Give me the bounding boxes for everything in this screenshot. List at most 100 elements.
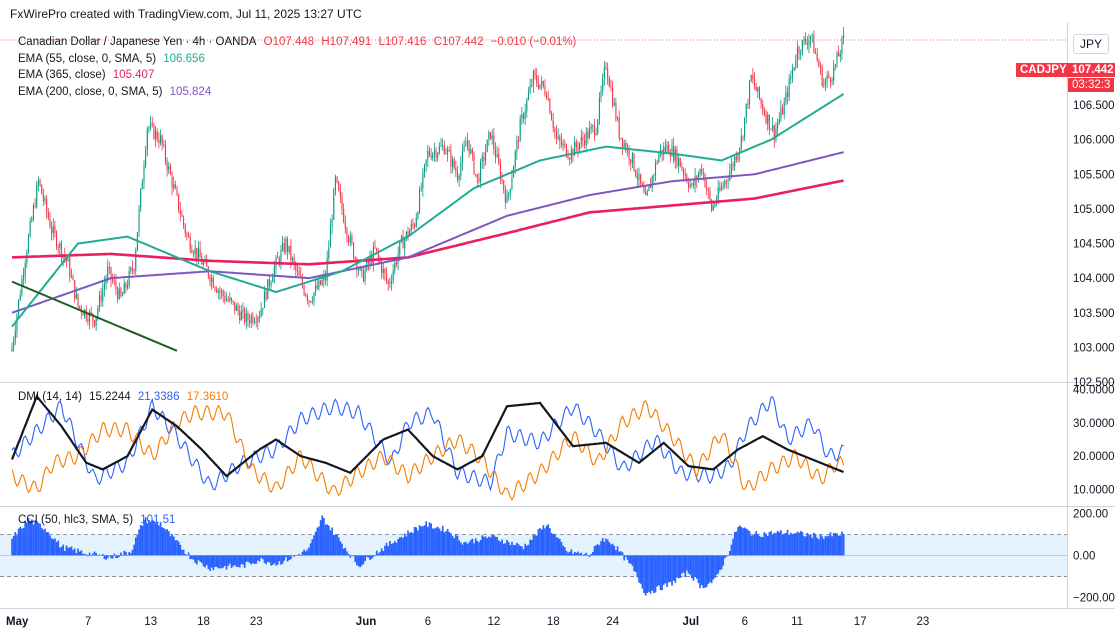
- candle-body: [707, 189, 709, 191]
- candle-body: [60, 243, 63, 258]
- cci-bar: [44, 528, 46, 556]
- candle-body: [483, 156, 485, 161]
- candle-body: [791, 70, 793, 77]
- cci-bar: [215, 555, 218, 567]
- cci-bar: [646, 555, 649, 594]
- cci-bar: [87, 555, 89, 557]
- ema365-legend[interactable]: EMA (365, close) 105.407: [18, 69, 158, 81]
- cci-bar: [139, 524, 142, 556]
- candle-body: [478, 178, 480, 183]
- cci-bar: [809, 534, 812, 556]
- cci-bar: [370, 555, 373, 559]
- candle-body: [805, 38, 807, 43]
- cci-bar: [484, 536, 487, 556]
- ema200-value: 105.824: [169, 86, 212, 98]
- candle-body: [575, 141, 577, 147]
- cci-bar: [154, 523, 157, 556]
- candle-body: [760, 98, 762, 104]
- candle-body: [519, 118, 521, 142]
- candle-body: [747, 103, 749, 105]
- cci-bar: [202, 555, 205, 567]
- cci-bar: [837, 535, 840, 556]
- cci-bar: [530, 540, 533, 556]
- cci-bar: [512, 545, 515, 556]
- cci-bar: [786, 529, 789, 556]
- candle-body: [600, 90, 602, 98]
- cci-bar: [77, 548, 79, 556]
- time-axis-tick: 6: [425, 616, 431, 628]
- candle-body: [709, 190, 711, 200]
- cci-bar: [461, 544, 464, 556]
- cci-bar: [286, 555, 289, 562]
- candle-body: [448, 149, 450, 152]
- candle-body: [412, 223, 414, 225]
- candle-body: [44, 198, 46, 201]
- candle-body: [476, 174, 478, 179]
- candle-body: [623, 142, 625, 147]
- cci-bar: [273, 555, 276, 564]
- cci-bar: [527, 544, 530, 556]
- candle-body: [283, 243, 285, 252]
- cci-bar: [468, 542, 470, 556]
- candle-body: [18, 299, 20, 315]
- cci-bar: [233, 555, 236, 566]
- time-axis-tick: 6: [742, 616, 748, 628]
- cci-bar: [115, 555, 117, 559]
- candle-body: [255, 321, 257, 323]
- cci-bar: [225, 555, 228, 570]
- candle-body: [206, 260, 208, 268]
- cci-bar: [686, 555, 688, 571]
- candle-body: [603, 67, 605, 78]
- cci-bar: [222, 555, 225, 568]
- candle-body: [346, 228, 348, 238]
- cci-legend[interactable]: CCI (50, hlc3, SMA, 5) 101.51: [18, 514, 179, 526]
- cci-bar: [407, 530, 409, 556]
- candle-body: [410, 223, 412, 231]
- dmi-legend[interactable]: DMI (14, 14) 15.2244 21.3386 17.3610: [18, 391, 232, 403]
- candle-body: [120, 287, 122, 297]
- candle-body: [654, 162, 657, 176]
- candle-body: [288, 245, 290, 252]
- candle-body: [51, 227, 53, 234]
- cci-bar: [143, 519, 145, 556]
- cci-bar: [681, 555, 683, 574]
- cci-bar: [687, 555, 690, 574]
- candle-body: [257, 317, 259, 323]
- candle-body: [31, 218, 33, 222]
- cci-bar: [158, 525, 160, 556]
- cci-bar: [398, 537, 401, 556]
- cci-bar: [306, 549, 309, 556]
- cci-bar: [380, 548, 383, 556]
- candle-body: [549, 98, 551, 114]
- cci-bar: [636, 555, 639, 578]
- candle-body: [438, 146, 440, 154]
- ema55-legend[interactable]: EMA (55, close, 0, SMA, 5) 106.656: [18, 53, 209, 65]
- dmi-label: DMI (14, 14): [18, 391, 82, 403]
- cci-bar: [149, 522, 152, 556]
- candle-body: [595, 132, 597, 135]
- cci-bar: [308, 547, 310, 556]
- candle-body: [702, 172, 704, 174]
- candle-body: [392, 270, 394, 281]
- candle-body: [744, 117, 746, 137]
- cci-bar: [153, 520, 155, 556]
- candle-body: [494, 148, 496, 158]
- cci-bar: [676, 555, 678, 578]
- candle-body: [826, 75, 828, 81]
- ema200-legend[interactable]: EMA (200, close, 0, SMA, 5) 105.824: [18, 86, 215, 98]
- cci-bar: [519, 546, 522, 556]
- candle-body: [453, 158, 455, 169]
- candle-body: [268, 279, 270, 286]
- candle-body: [831, 79, 833, 82]
- cci-bar: [628, 555, 630, 564]
- candle-body: [524, 111, 526, 120]
- candle-body: [518, 140, 520, 142]
- candle-body: [95, 316, 97, 327]
- candle-body: [757, 87, 759, 92]
- candle-body: [174, 184, 176, 189]
- candle-body: [321, 280, 323, 285]
- cci-bar: [314, 531, 317, 556]
- candle-body: [387, 280, 389, 285]
- currency-label[interactable]: JPY: [1072, 34, 1109, 54]
